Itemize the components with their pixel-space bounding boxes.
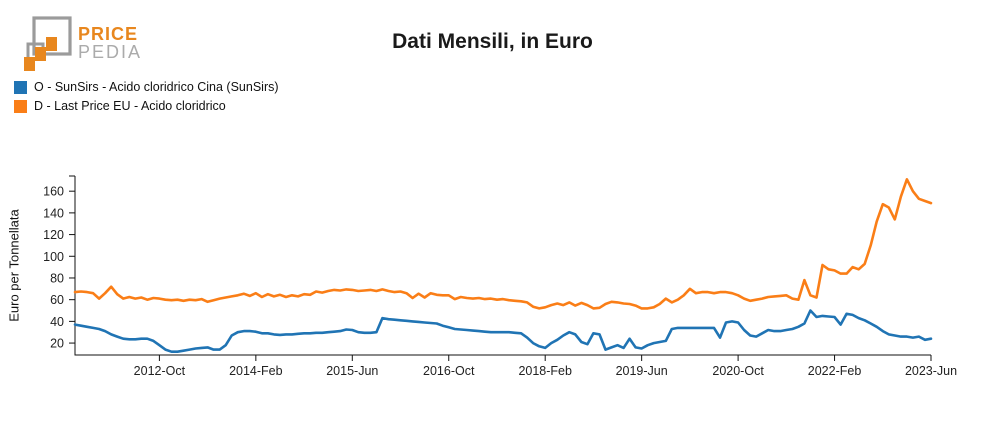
chart-title: Dati Mensili, in Euro [392,30,593,53]
series-line-0[interactable] [73,309,933,354]
logo-word-pedia: PEDIA [78,42,143,62]
x-tick-label: 2020-Oct [712,364,764,378]
x-tick-label: 2016-Oct [423,364,475,378]
legend-swatch-1 [14,99,27,113]
chart-legend: O - SunSirs - Acido cloridrico Cina (Sun… [14,80,279,118]
x-tick-label: 2023-Jun [905,364,957,378]
legend-item-0[interactable]: O - SunSirs - Acido cloridrico Cina (Sun… [14,80,279,94]
x-tick-label: 2019-Jun [616,364,668,378]
axis-lines [74,176,931,356]
y-tick-label: 160 [43,185,64,199]
y-tick-label: 120 [43,228,64,242]
pricepedia-logo-text: PRICE PEDIA [78,23,143,62]
x-tick-label: 2022-Feb [808,364,862,378]
legend-label-0: O - SunSirs - Acido cloridrico Cina (Sun… [34,80,279,94]
legend-swatch-0 [14,80,27,94]
x-tick-label: 2015-Jun [326,364,378,378]
y-tick-label: 140 [43,206,64,220]
y-tick-label: 60 [50,293,64,307]
pricepedia-logo: PRICE PEDIA [20,14,142,72]
series-line-1[interactable] [73,178,933,310]
x-tick-label: 2014-Feb [229,364,283,378]
y-tick-label: 80 [50,271,64,285]
x-tick-label: 2012-Oct [134,364,186,378]
logo-word-price: PRICE [78,23,139,44]
y-tick-label: 20 [50,337,64,351]
pricepedia-logo-icon [24,16,72,71]
y-tick-label: 100 [43,250,64,264]
legend-item-1[interactable]: D - Last Price EU - Acido cloridrico [14,99,279,113]
legend-label-1: D - Last Price EU - Acido cloridrico [34,99,226,113]
x-tick-label: 2018-Feb [518,364,572,378]
y-tick-label: 40 [50,315,64,329]
